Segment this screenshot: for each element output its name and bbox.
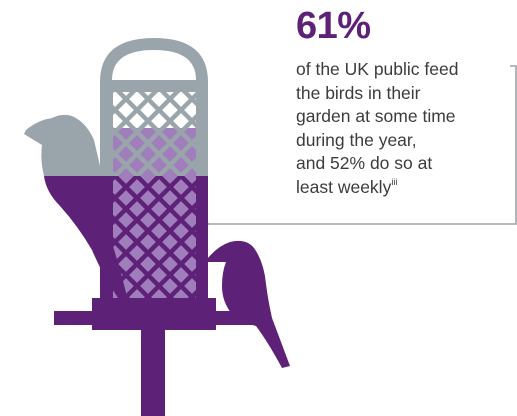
stat-description: of the UK public feed the birds in their…	[296, 58, 511, 199]
description-line: and 52% do so at	[296, 153, 433, 173]
description-line: garden at some time	[296, 106, 456, 126]
description-line: of the UK public feed	[296, 59, 459, 79]
bird-left-illustration	[24, 114, 128, 300]
footnote-marker: iii	[391, 176, 398, 187]
feeder-pole	[141, 320, 165, 416]
description-line-last: least weeklyiii	[296, 176, 511, 200]
bird-right-illustration	[208, 240, 290, 368]
description-line: the birds in their	[296, 82, 421, 103]
stat-value: 61%	[296, 5, 371, 47]
description-line: least weekly	[296, 176, 392, 197]
feeder-tube	[92, 38, 216, 330]
description-line: during the year,	[296, 129, 417, 150]
